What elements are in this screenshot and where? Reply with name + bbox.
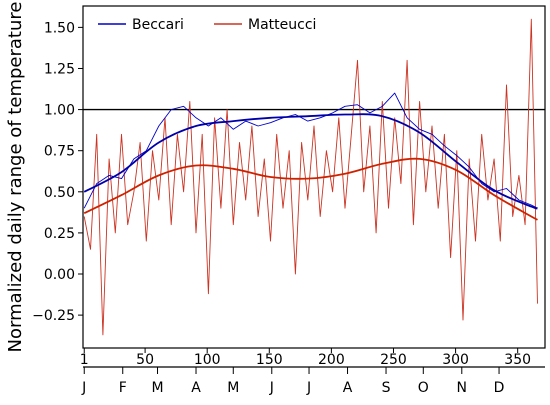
x-tick-label: 150: [256, 352, 283, 368]
y-axis-title: Normalized daily range of temperature: [5, 2, 26, 353]
series-line-beccari-fit: [83, 113, 539, 210]
x-tick-label: 300: [442, 352, 469, 368]
month-tick-label: F: [119, 380, 127, 396]
month-tick-label: A: [343, 380, 353, 396]
month-tick-label: D: [494, 380, 505, 396]
y-tick-label: 0.50: [44, 185, 75, 201]
month-tick-label: J: [269, 380, 274, 396]
legend: Beccari Matteucci: [98, 17, 316, 33]
month-tick-label: M: [151, 380, 163, 396]
month-tick-label: M: [227, 380, 239, 396]
x-tick-label: 1: [80, 352, 89, 368]
series-line-matteucci-fit: [83, 157, 538, 221]
x-tick-label: 200: [318, 352, 345, 368]
y-axis: −0.25 0.00 0.25 0.50 0.75 1.00 1.25 1.50: [32, 20, 83, 324]
x-tick-label: 250: [380, 352, 407, 368]
y-tick-label: 1.00: [44, 103, 75, 119]
series-line-matteucci: [83, 18, 538, 336]
y-tick-label: 0.00: [44, 267, 75, 283]
month-tick-label: A: [191, 380, 201, 396]
y-tick-label: 1.50: [44, 20, 75, 36]
legend-label-matteucci: Matteucci: [248, 17, 316, 33]
x-tick-label: 50: [136, 352, 154, 368]
month-tick-label: J: [306, 380, 311, 396]
plot-frame: [82, 5, 546, 349]
month-tick-label: N: [457, 380, 467, 396]
month-tick-label: J: [81, 380, 86, 396]
y-tick-label: −0.25: [32, 308, 75, 324]
month-tick-label: O: [418, 380, 429, 396]
y-tick-label: 0.75: [44, 144, 75, 160]
x-tick-label: 350: [504, 352, 531, 368]
series-layer: [83, 18, 539, 336]
series-line-beccari: [83, 92, 538, 209]
legend-label-beccari: Beccari: [132, 17, 184, 33]
x-axis: 1 50 100 150 200 250 300 350: [80, 348, 531, 368]
y-tick-label: 0.25: [44, 226, 75, 242]
month-tick-label: S: [382, 380, 391, 396]
x-tick-label: 100: [194, 352, 221, 368]
y-tick-label: 1.25: [44, 61, 75, 77]
plot-area: [83, 18, 545, 336]
